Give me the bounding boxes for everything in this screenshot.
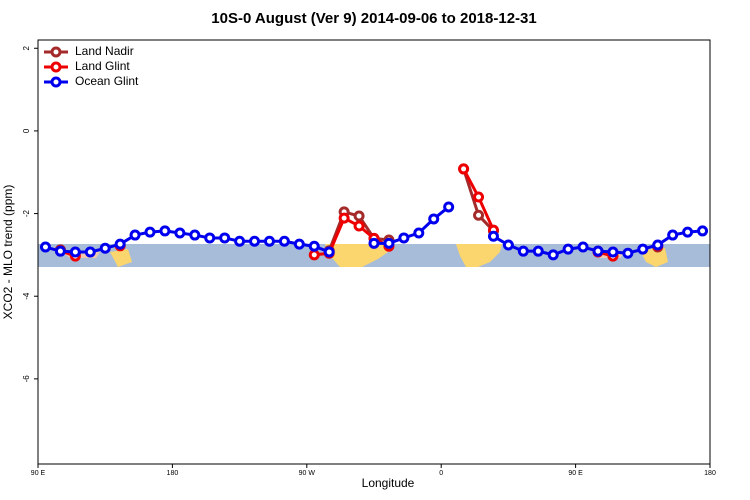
- data-point: [99, 242, 111, 254]
- data-point: [383, 237, 395, 249]
- data-point: [652, 239, 664, 251]
- data-point: [323, 246, 335, 258]
- data-point: [502, 239, 514, 251]
- y-tick-label: -4: [22, 292, 31, 300]
- data-point: [398, 232, 410, 244]
- data-point: [189, 229, 201, 241]
- data-point: [129, 229, 141, 241]
- x-tick-label: 0: [439, 470, 443, 477]
- data-point: [413, 227, 425, 239]
- data-point: [517, 245, 529, 257]
- x-tick-label: 90 W: [299, 470, 316, 477]
- data-point: [458, 163, 470, 175]
- data-point: [353, 220, 365, 232]
- legend-label: Land Nadir: [75, 44, 134, 58]
- legend-label: Ocean Glint: [75, 74, 139, 88]
- chart-title: 10S-0 August (Ver 9) 2014-09-06 to 2018-…: [211, 10, 536, 27]
- data-point: [697, 225, 709, 237]
- data-point: [637, 243, 649, 255]
- data-point: [114, 238, 126, 250]
- data-point: [428, 213, 440, 225]
- data-point: [532, 245, 544, 257]
- y-tick-label: 0: [22, 128, 31, 133]
- data-point: [577, 241, 589, 253]
- y-tick-label: -2: [22, 209, 31, 217]
- data-point: [54, 245, 66, 257]
- data-point: [607, 246, 619, 258]
- land-south-america: [325, 244, 390, 267]
- data-point: [473, 209, 485, 221]
- data-point: [278, 235, 290, 247]
- data-point: [174, 227, 186, 239]
- data-point: [622, 247, 634, 259]
- data-point: [592, 245, 604, 257]
- x-tick-label: 90 E: [568, 470, 583, 477]
- legend-marker: [50, 76, 62, 88]
- y-tick-label: -6: [22, 375, 31, 383]
- data-point: [234, 235, 246, 247]
- land-australia: [640, 248, 668, 267]
- data-point: [353, 210, 365, 222]
- x-tick-label: 180: [704, 470, 716, 477]
- x-tick-label: 90 E: [31, 470, 46, 477]
- data-point: [667, 229, 679, 241]
- data-point: [473, 191, 485, 203]
- plot-frame: [37, 39, 711, 465]
- land-africa: [456, 244, 502, 267]
- data-point: [159, 225, 171, 237]
- legend-marker: [50, 61, 62, 73]
- data-point: [682, 226, 694, 238]
- x-axis-label: Longitude: [362, 476, 415, 490]
- data-point: [338, 212, 350, 224]
- data-point: [443, 201, 455, 213]
- data-point: [69, 246, 81, 258]
- data-point: [308, 249, 320, 261]
- data-point: [308, 240, 320, 252]
- series: [39, 201, 709, 261]
- data-point: [204, 232, 216, 244]
- data-point: [487, 230, 499, 242]
- data-point: [368, 237, 380, 249]
- y-axis-label: XCO2 - MLO trend (ppm): [1, 185, 15, 320]
- data-point: [144, 226, 156, 238]
- data-point: [293, 238, 305, 250]
- data-point: [219, 232, 231, 244]
- data-point: [249, 235, 261, 247]
- data-point: [263, 235, 275, 247]
- y-tick-label: 2: [22, 45, 31, 50]
- data-point: [39, 241, 51, 253]
- data-point: [547, 249, 559, 261]
- legend-label: Land Glint: [75, 59, 130, 73]
- data-point: [84, 246, 96, 258]
- legend-marker: [50, 46, 62, 58]
- x-tick-label: 180: [167, 470, 179, 477]
- land-island: [110, 249, 132, 267]
- data-point: [562, 243, 574, 255]
